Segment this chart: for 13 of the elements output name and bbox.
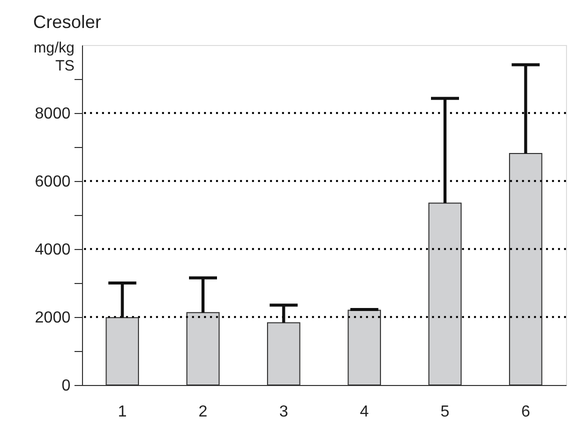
y-tick-label: 8000 — [34, 106, 71, 122]
y-tick-label: 2000 — [34, 310, 71, 326]
x-tick-label: 1 — [118, 404, 127, 420]
x-tick-label: 5 — [440, 404, 450, 420]
x-tick-label: 6 — [521, 404, 530, 420]
x-tick-label: 4 — [360, 404, 369, 420]
y-axis-title: mg/kg TS — [34, 40, 74, 74]
x-tick-label: 3 — [279, 404, 288, 420]
y-tick-label: 4000 — [34, 242, 71, 258]
y-tick-label: 6000 — [34, 174, 71, 190]
chart-title: Cresoler — [33, 12, 102, 32]
x-tick-label: 2 — [198, 404, 208, 420]
y-tick-label: 0 — [62, 378, 71, 394]
